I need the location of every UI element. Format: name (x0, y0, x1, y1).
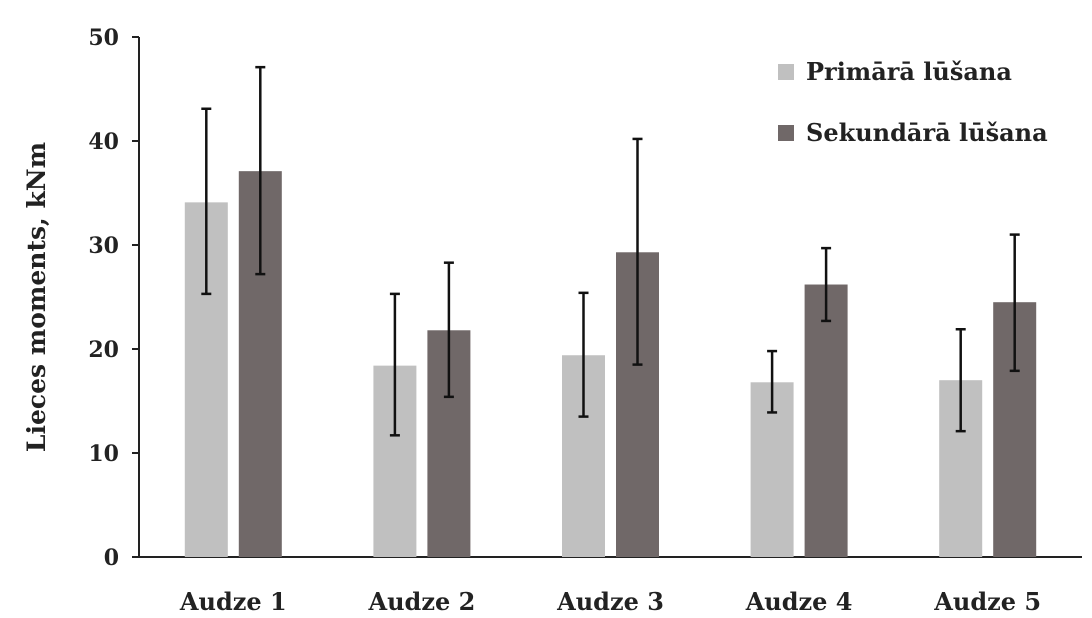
plot-area: 0 10 20 30 40 50 Audze 1 Audze 2 Audze 3 Audze 4 A… (88, 25, 1082, 616)
y-tick-label: 30 (88, 233, 119, 259)
legend-swatch (778, 64, 794, 80)
legend-label: Primārā lūšana (806, 57, 1012, 86)
legend-swatch (778, 125, 794, 141)
x-tick-label: Audze 5 (933, 587, 1041, 614)
x-tick-label: Audze 2 (367, 587, 475, 614)
y-tick-label: 40 (88, 129, 119, 155)
y-axis-title: Lieces moments, kNm (22, 142, 51, 452)
y-tick-label: 10 (88, 441, 119, 467)
y-tick-label: 50 (88, 25, 119, 51)
x-tick-label: Audze 4 (745, 587, 853, 614)
legend: Primārā lūšana Sekundārā lūšana (778, 57, 1048, 147)
y-tick-label: 20 (88, 337, 119, 363)
y-tick-label: 0 (104, 545, 119, 571)
bar (804, 284, 848, 557)
x-tick-label: Audze 1 (179, 587, 287, 614)
x-tick-label: Audze 3 (556, 587, 664, 614)
legend-label: Sekundārā lūšana (806, 118, 1048, 147)
